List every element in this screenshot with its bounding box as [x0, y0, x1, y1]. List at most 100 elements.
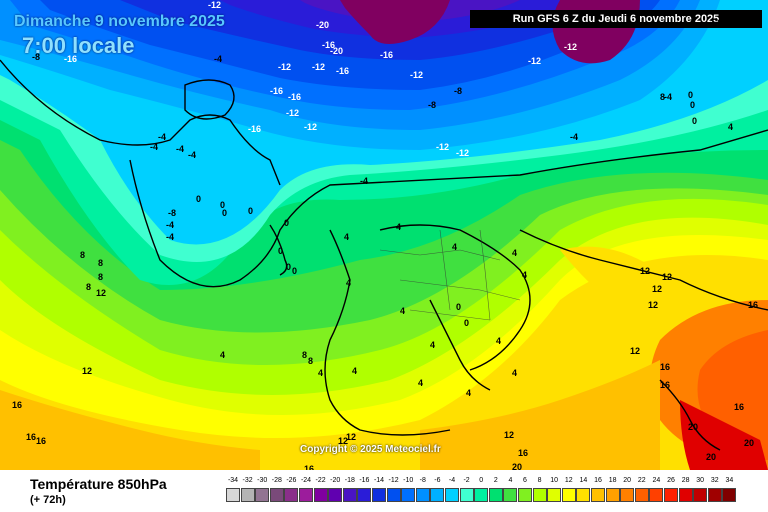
- legend-tick: 2: [493, 477, 498, 484]
- legend-tick: 32: [710, 477, 719, 484]
- temperature-value: 4: [346, 278, 352, 288]
- legend-tick: 24: [652, 477, 661, 484]
- temperature-value: 0: [292, 266, 298, 276]
- legend-swatch: [561, 488, 576, 502]
- temperature-value: 8: [80, 250, 86, 260]
- temperature-value: 8: [86, 282, 92, 292]
- legend-swatch: [459, 488, 474, 502]
- temperature-value: 4: [418, 378, 424, 388]
- legend-swatch: [649, 488, 664, 502]
- coast-italy: [429, 299, 491, 391]
- legend-swatch: [226, 488, 240, 502]
- temperature-value: 12: [96, 288, 107, 298]
- legend-tick: -32: [242, 477, 253, 484]
- temperature-value: 4: [512, 248, 518, 258]
- forecast-date: Dimanche 9 novembre 2025: [14, 13, 225, 30]
- legend-swatch: [255, 488, 270, 502]
- temperature-value: 0: [220, 200, 226, 210]
- temperature-value: 4: [430, 340, 436, 350]
- legend-swatch: [591, 488, 605, 502]
- temperature-value: 16: [748, 300, 759, 310]
- temperature-value: 4: [512, 368, 518, 378]
- legend-tick: -22: [315, 477, 326, 484]
- legend-swatch: [664, 488, 678, 502]
- temperature-value: 4: [452, 242, 458, 252]
- legend-swatch: [678, 488, 693, 502]
- legend-tick: -16: [359, 477, 370, 484]
- temperature-value: -16: [248, 124, 262, 134]
- temperature-value: 20: [688, 422, 699, 432]
- legend-tick: -18: [344, 477, 355, 484]
- temperature-value: 0: [464, 318, 470, 328]
- temperature-value: -12: [564, 42, 578, 52]
- legend-swatch: [372, 488, 386, 502]
- temperature-value: 0: [286, 262, 292, 272]
- temperature-value: -16: [288, 92, 302, 102]
- temperature-value: -20: [316, 20, 330, 30]
- temperature-value: -12: [410, 70, 424, 80]
- temperature-value: 16: [518, 448, 529, 458]
- temperature-value: -8: [32, 52, 41, 62]
- legend-swatch: [401, 488, 416, 502]
- legend-tick: 30: [696, 477, 705, 484]
- temperature-value: 16: [36, 436, 47, 446]
- legend-swatch: [342, 488, 357, 502]
- temperature-value: 4: [496, 336, 502, 346]
- temperature-value: 12: [652, 284, 663, 294]
- legend-tick: 14: [579, 477, 588, 484]
- model-run-label: Run GFS 6 Z du Jeudi 6 novembre 2025: [470, 10, 762, 28]
- legend-swatch: [620, 488, 635, 502]
- legend-tick: 18: [608, 477, 617, 484]
- band-m20: [340, 0, 450, 44]
- temperature-value: -12: [312, 62, 326, 72]
- temperature-value: 4: [220, 350, 226, 360]
- coast-svalbard: [184, 79, 235, 120]
- temperature-value: 12: [82, 366, 93, 376]
- temperature-value: -16: [336, 66, 350, 76]
- temperature-value: 16: [12, 400, 23, 410]
- temperature-value: 4: [466, 388, 472, 398]
- coast-middle-east: [659, 379, 721, 451]
- coast-black-sea: [519, 229, 768, 311]
- temperature-value: 8: [308, 356, 314, 366]
- legend-swatch: [532, 488, 547, 502]
- temperature-value: -12: [278, 62, 292, 72]
- temperature-value: -4: [664, 92, 673, 102]
- legend-tick: 8: [537, 477, 542, 484]
- border-a: [379, 249, 501, 261]
- temperature-value: 4: [400, 306, 406, 316]
- legend-tick: 10: [550, 477, 559, 484]
- legend-tick: 22: [637, 477, 646, 484]
- border-e: [479, 229, 491, 321]
- temperature-value: 4: [352, 366, 358, 376]
- temperature-value: -4: [176, 144, 185, 154]
- band-16: [0, 390, 260, 470]
- temperature-value: 16: [734, 402, 745, 412]
- temperature-value: 20: [744, 438, 755, 448]
- temperature-value: 20: [706, 452, 717, 462]
- legend-tick: -12: [388, 477, 399, 484]
- temperature-value: 0: [222, 208, 228, 218]
- legend-swatch: [357, 488, 372, 502]
- legend-swatch: [415, 488, 430, 502]
- legend-swatch: [722, 488, 737, 502]
- temperature-value: 0: [284, 218, 290, 228]
- temperature-value: -12: [456, 148, 470, 158]
- legend-tick: 12: [564, 477, 573, 484]
- legend-swatch: [430, 488, 445, 502]
- band-14-e: [560, 246, 700, 323]
- legend-tick: -2: [463, 477, 470, 484]
- legend-swatch: [605, 488, 620, 502]
- temperature-value: 12: [648, 300, 659, 310]
- legend-tick: -10: [403, 477, 414, 484]
- temperature-map: Dimanche 9 novembre 2025 7:00 locale Run…: [0, 0, 768, 470]
- temperature-value: -4: [158, 132, 167, 142]
- coast-arctic: [0, 59, 281, 186]
- temperature-value: 16: [660, 380, 671, 390]
- legend-swatch: [269, 488, 284, 502]
- temperature-value: -20: [330, 46, 344, 56]
- legend-tick: 0: [479, 477, 484, 484]
- temperature-value: 4: [318, 368, 324, 378]
- temperature-value: 8: [660, 92, 666, 102]
- temperature-value: 16: [304, 464, 315, 470]
